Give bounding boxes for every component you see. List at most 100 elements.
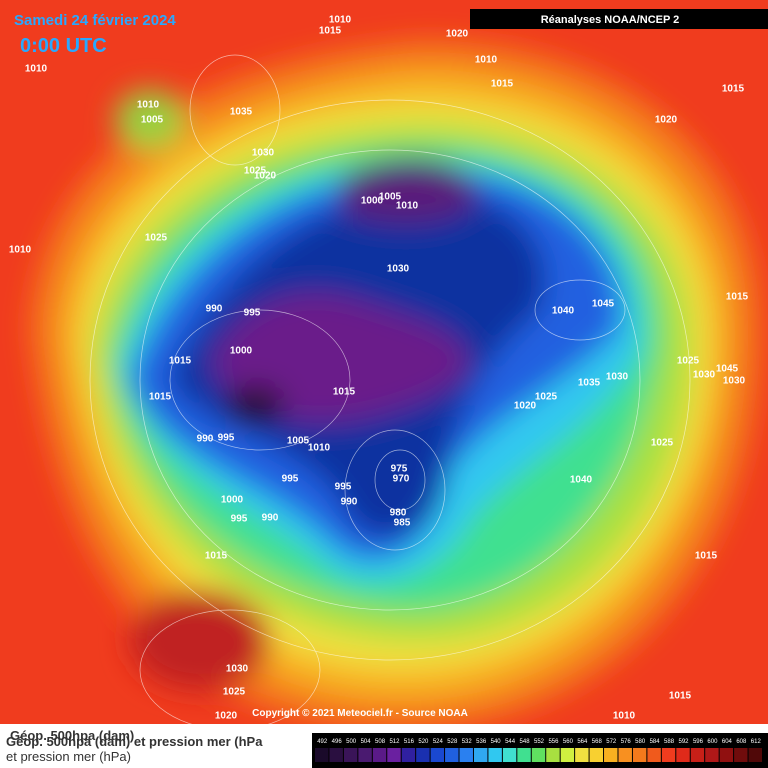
legend-swatch (632, 748, 647, 762)
isobar-label: 1015 (169, 356, 192, 367)
legend-swatch (546, 748, 560, 762)
isobar-label: 1045 (592, 299, 615, 310)
legend-label: 568 (592, 739, 603, 745)
isobar-label: 1000 (230, 346, 253, 357)
legend-swatch (459, 748, 473, 762)
legend-label: 500 (346, 739, 357, 745)
legend-swatch (502, 748, 517, 762)
isobar-label: 1025 (651, 438, 674, 449)
legend-label: 544 (505, 739, 516, 745)
caption-overlap: Géop. 500hpa (dam) et pression mer (hPa (6, 734, 263, 749)
legend-label: 552 (534, 739, 545, 745)
isobar-label: 1010 (613, 711, 636, 722)
legend-label: 548 (520, 739, 531, 745)
isobar-label: 980 (390, 508, 407, 519)
legend-swatch (329, 748, 343, 762)
legend-swatch (315, 748, 329, 762)
isobar-label: 995 (218, 433, 235, 444)
legend-swatch (430, 748, 445, 762)
legend-swatch (401, 748, 416, 762)
legend-label: 516 (404, 739, 415, 745)
date-title: Samedi 24 février 2024 (14, 12, 176, 29)
legend-label: 532 (462, 739, 473, 745)
isobar-label: 1020 (254, 171, 277, 182)
copyright: Copyright © 2021 Meteociel.fr - Source N… (252, 708, 468, 719)
isobar-label: 1020 (215, 711, 238, 722)
legend-swatch (372, 748, 387, 762)
legend-swatch (358, 748, 372, 762)
legend-label: 492 (317, 739, 328, 745)
legend-swatch (575, 748, 589, 762)
legend-swatch (416, 748, 430, 762)
isobar-label: 1010 (308, 443, 331, 454)
legend-swatch (676, 748, 690, 762)
isobar-label: 1030 (252, 148, 275, 159)
legend-swatch (473, 748, 488, 762)
legend-label: 512 (389, 739, 400, 745)
legend-label: 572 (606, 739, 617, 745)
isobar-label: 990 (197, 434, 214, 445)
legend-label: 600 (707, 739, 718, 745)
time-title: 0:00 UTC (20, 35, 107, 57)
legend-label: 560 (563, 739, 574, 745)
isobar-label: 1005 (141, 115, 164, 126)
isobar-label: 1010 (329, 15, 352, 26)
isobar-label: 1030 (723, 376, 746, 387)
geopotential-field (30, 40, 760, 731)
isobar-label: 1030 (226, 664, 249, 675)
isobar-label: 1015 (669, 691, 692, 702)
legend-swatch (445, 748, 459, 762)
isobar-label: 1045 (716, 364, 739, 375)
isobar-label: 1030 (693, 370, 716, 381)
legend-swatch (618, 748, 632, 762)
legend-label: 556 (548, 739, 559, 745)
isobar-label: 1015 (491, 79, 514, 90)
legend-swatch (488, 748, 502, 762)
isobar-label: 1025 (244, 166, 267, 177)
isobar-label: 1025 (145, 233, 168, 244)
legend-label: 528 (447, 739, 458, 745)
legend-swatch (517, 748, 531, 762)
legend-swatch (705, 748, 719, 762)
isobar-label: 985 (394, 518, 411, 529)
isobar-label: 1015 (722, 84, 745, 95)
isobar-label: 975 (391, 464, 408, 475)
isobar-label: 1025 (677, 356, 700, 367)
isobar-label: 995 (282, 474, 299, 485)
legend-swatch (604, 748, 618, 762)
isobar-label: 995 (231, 514, 248, 525)
legend-swatch (531, 748, 546, 762)
legend-label: 596 (693, 739, 704, 745)
legend-label: 604 (722, 739, 733, 745)
isobar-label: 1010 (475, 55, 498, 66)
isobar-label: 1020 (655, 115, 678, 126)
isobar-label: 1015 (695, 551, 718, 562)
isobar-label: 1020 (446, 29, 469, 40)
legend-label: 496 (332, 739, 343, 745)
caption: et pression mer (hPa) (6, 749, 131, 764)
legend-label: 520 (418, 739, 429, 745)
isobar-label: 970 (393, 474, 410, 485)
legend-swatch (748, 748, 762, 762)
isobar-label: 1015 (149, 392, 172, 403)
isobar-label: 990 (341, 497, 358, 508)
legend-label: 564 (577, 739, 588, 745)
isobar-label: 1015 (333, 387, 356, 398)
legend-label: 540 (491, 739, 502, 745)
legend-swatch (560, 748, 575, 762)
legend-swatch (661, 748, 676, 762)
legend-label: 592 (679, 739, 690, 745)
legend-label: 608 (736, 739, 747, 745)
isobar-label: 995 (335, 482, 352, 493)
isobar-label: 990 (206, 304, 223, 315)
isobar-label: 995 (244, 308, 261, 319)
isobar-label: 1005 (379, 192, 402, 203)
isobar-label: 990 (262, 513, 279, 524)
isobar-label: 1000 (361, 196, 384, 207)
legend-swatch (719, 748, 734, 762)
legend-swatch (734, 748, 748, 762)
isobar-label: 1020 (514, 401, 537, 412)
isobar-label: 1010 (396, 201, 419, 212)
